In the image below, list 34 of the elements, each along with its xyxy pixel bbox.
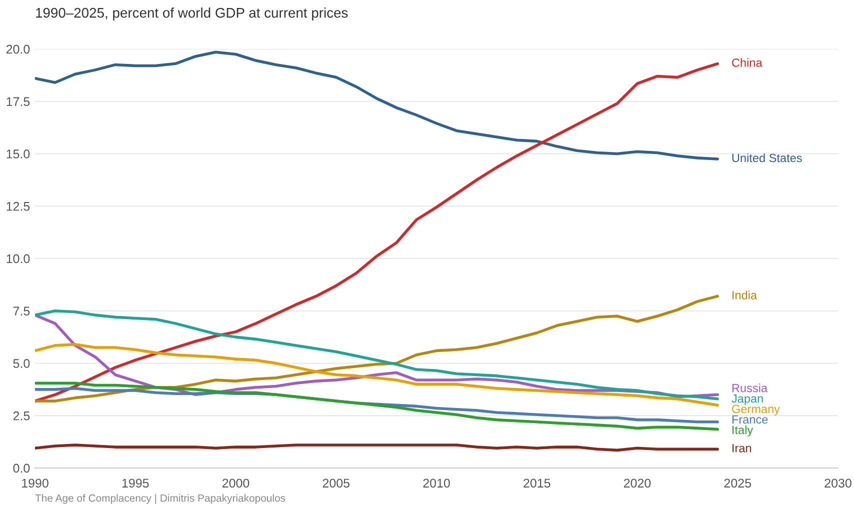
y-tick-label: 15.0 (6, 150, 30, 158)
y-tick-label: 0.0 (13, 464, 30, 473)
series-label: United States (732, 153, 802, 162)
line-series (35, 50, 719, 160)
x-tick-label: 2020 (624, 478, 651, 488)
series-label: Iran (732, 444, 752, 452)
y-tick-label: 12.5 (6, 202, 30, 211)
series-label: China (732, 58, 762, 67)
x-tick-label: 2000 (222, 478, 250, 488)
x-tick-label: 1990 (22, 478, 48, 488)
line-series (35, 343, 719, 407)
x-tick-label: 2015 (524, 478, 550, 488)
y-tick-label: 20.0 (6, 44, 30, 54)
y-tick-label: 10.0 (6, 254, 30, 264)
chart-title: 1990–2025, percent of world GDP at current prices (36, 8, 348, 20)
series-label: Russia (732, 384, 768, 392)
series-label: France (732, 415, 768, 424)
series-label: Japan (732, 394, 763, 405)
x-tick-label: 2030 (824, 478, 852, 488)
line-series (35, 62, 719, 402)
y-tick-label: 7.5 (13, 306, 30, 316)
x-tick-label: 1995 (122, 478, 149, 488)
line-series (35, 382, 719, 431)
x-tick-label: 2025 (724, 478, 752, 488)
series-label: Italy (732, 425, 754, 436)
series-label: India (732, 290, 758, 300)
x-tick-label: 2005 (322, 478, 350, 488)
line-series (35, 294, 719, 402)
x-tick-label: 2010 (423, 478, 450, 488)
y-tick-label: 2.5 (13, 411, 30, 420)
y-tick-label: 17.5 (6, 97, 30, 106)
text: The Age of Complacency | Dimitris Papakyriakopoulos (35, 494, 286, 504)
y-tick-label: 5.0 (13, 359, 30, 368)
series-label: Germany (732, 404, 780, 416)
